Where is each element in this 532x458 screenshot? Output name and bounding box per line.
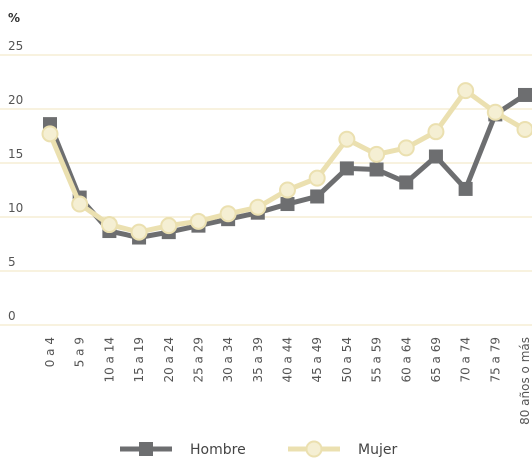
marker bbox=[486, 103, 504, 121]
legend-item: Mujer bbox=[288, 440, 397, 458]
marker bbox=[427, 123, 445, 141]
y-tick-label: 20 bbox=[8, 93, 23, 107]
x-tick-label: 70 a 74 bbox=[459, 337, 473, 383]
y-axis-label: % bbox=[8, 11, 20, 25]
marker bbox=[428, 149, 443, 164]
y-tick-label: 5 bbox=[8, 255, 16, 269]
marker bbox=[279, 181, 296, 199]
legend-item: Hombre bbox=[120, 442, 246, 458]
marker bbox=[458, 181, 473, 196]
marker bbox=[100, 216, 118, 234]
y-tick-label: 15 bbox=[8, 147, 23, 161]
x-tick-label: 55 a 59 bbox=[370, 337, 384, 383]
legend-marker bbox=[305, 440, 323, 458]
legend-label: Hombre bbox=[190, 442, 246, 458]
y-tick-label: 0 bbox=[8, 309, 16, 323]
marker bbox=[518, 87, 532, 102]
x-tick-label: 25 a 29 bbox=[191, 337, 205, 383]
marker bbox=[399, 175, 414, 190]
x-tick-label: 20 a 24 bbox=[162, 337, 176, 383]
x-tick-label: 50 a 54 bbox=[340, 337, 354, 383]
marker bbox=[338, 130, 356, 148]
x-tick-label: 75 a 79 bbox=[488, 337, 502, 383]
marker bbox=[41, 125, 59, 143]
marker bbox=[516, 121, 532, 139]
x-tick-label: 40 a 44 bbox=[281, 337, 295, 383]
marker bbox=[369, 162, 384, 177]
marker bbox=[189, 212, 207, 230]
x-tick-label: 60 a 64 bbox=[399, 337, 413, 383]
marker bbox=[249, 198, 267, 216]
marker bbox=[219, 205, 237, 223]
marker bbox=[368, 145, 386, 163]
x-tick-label: 10 a 14 bbox=[102, 337, 116, 383]
marker bbox=[280, 197, 295, 212]
x-tick-label: 0 a 4 bbox=[43, 337, 57, 367]
marker bbox=[397, 139, 415, 157]
x-tick-label: 80 años o más bbox=[518, 337, 532, 425]
marker bbox=[160, 217, 178, 235]
x-tick-label: 35 a 39 bbox=[251, 337, 265, 383]
y-tick-label: 10 bbox=[8, 201, 23, 215]
marker bbox=[457, 82, 475, 100]
marker bbox=[308, 169, 326, 187]
x-tick-label: 5 a 9 bbox=[73, 337, 87, 367]
x-tick-label: 30 a 34 bbox=[221, 337, 235, 383]
legend-marker bbox=[139, 442, 153, 456]
y-tick-label: 25 bbox=[8, 39, 23, 53]
line bbox=[47, 92, 527, 241]
x-tick-label: 65 a 69 bbox=[429, 337, 443, 383]
marker bbox=[310, 189, 325, 204]
x-tick-label: 15 a 19 bbox=[132, 337, 146, 383]
legend-label: Mujer bbox=[358, 442, 397, 458]
marker bbox=[71, 195, 89, 213]
x-tick-label: 45 a 49 bbox=[310, 337, 324, 383]
marker bbox=[130, 223, 148, 241]
marker bbox=[339, 161, 354, 176]
